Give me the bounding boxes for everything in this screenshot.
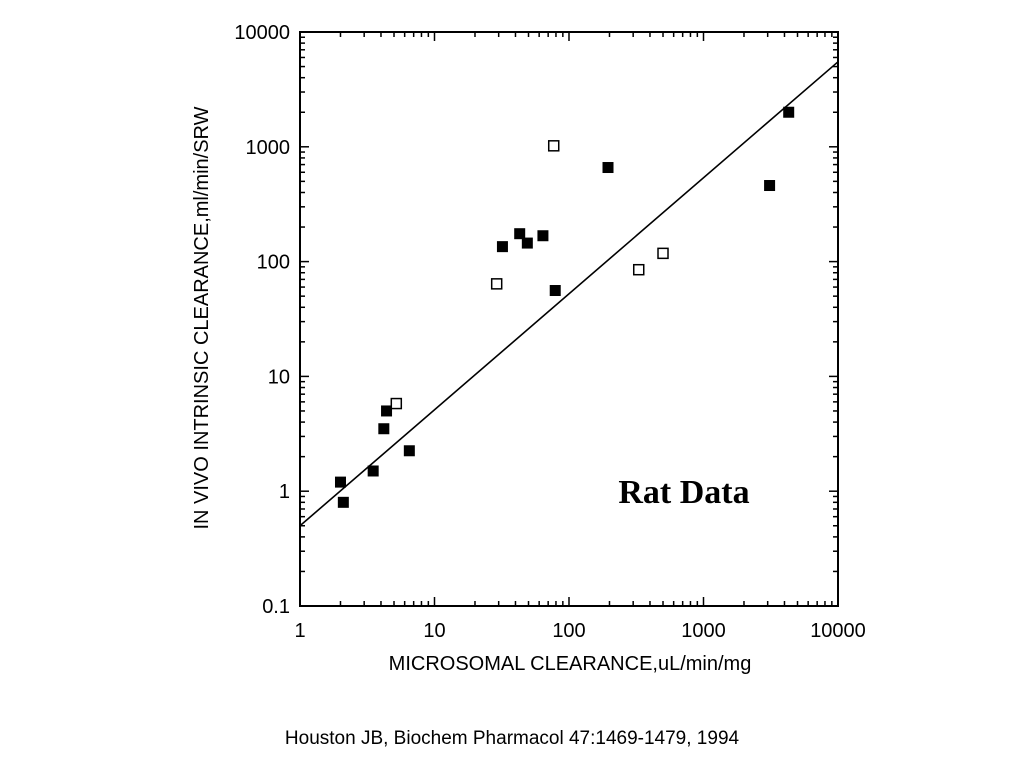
- x-tick-label: 100: [552, 620, 585, 642]
- y-tick-label: 10: [268, 366, 290, 388]
- y-tick-label: 100: [257, 252, 290, 274]
- x-axis-title: MICROSOMAL CLEARANCE,uL/min/mg: [389, 653, 752, 675]
- open-square-point: [547, 140, 560, 152]
- citation: Houston JB, Biochem Pharmacol 47:1469-14…: [284, 728, 740, 749]
- filled-square-point: [549, 285, 561, 297]
- x-tick-label: 10000: [810, 620, 866, 642]
- rat-data-annotation: Rat Data: [618, 474, 749, 511]
- fit-line-group: [299, 61, 839, 527]
- x-tick-label: 1: [294, 620, 305, 642]
- filled-square-point: [537, 230, 549, 242]
- filled-square-point: [337, 496, 349, 508]
- filled-square-point: [521, 237, 533, 249]
- x-tick-label: 10: [423, 620, 445, 642]
- filled-square-point: [334, 476, 346, 488]
- filled-square-point: [367, 465, 379, 477]
- axis-ticks: [299, 31, 839, 607]
- plot-frame: [299, 31, 839, 607]
- open-square-point: [632, 263, 645, 276]
- y-tick-label: 1000: [246, 137, 291, 159]
- y-tick-label: 10000: [234, 22, 290, 44]
- filled-square-point: [602, 162, 614, 174]
- y-axis-title: IN VIVO INTRINSIC CLEARANCE,ml/min/SRW: [191, 106, 213, 529]
- y-tick-label: 0.1: [262, 596, 290, 618]
- y-tick-label: 1: [279, 481, 290, 503]
- filled-square-point: [514, 228, 526, 240]
- data-points: [334, 106, 795, 508]
- filled-square-point: [764, 180, 776, 192]
- open-square-point: [657, 247, 669, 260]
- filled-square-point: [783, 106, 795, 118]
- open-square-point: [390, 397, 403, 410]
- filled-square-point: [378, 423, 390, 435]
- filled-square-point: [403, 445, 415, 457]
- plot-border: [299, 31, 839, 607]
- x-tick-label: 1000: [681, 620, 726, 642]
- filled-square-point: [496, 241, 508, 253]
- open-square-point: [490, 278, 503, 290]
- filled-square-point: [381, 405, 393, 417]
- fit-line: [299, 61, 839, 527]
